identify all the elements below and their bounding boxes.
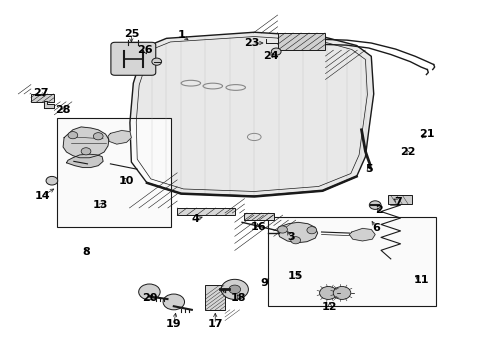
- Circle shape: [368, 201, 380, 210]
- Text: 22: 22: [399, 147, 415, 157]
- Text: 23: 23: [244, 38, 260, 48]
- Text: 26: 26: [137, 45, 152, 55]
- Polygon shape: [43, 101, 54, 108]
- Text: 17: 17: [207, 319, 223, 329]
- Circle shape: [271, 48, 281, 55]
- Circle shape: [290, 237, 300, 244]
- Text: 19: 19: [165, 319, 181, 329]
- Text: 16: 16: [250, 222, 265, 232]
- Text: 24: 24: [263, 51, 279, 61]
- Text: 21: 21: [419, 129, 434, 139]
- Text: 4: 4: [191, 215, 199, 224]
- Circle shape: [93, 133, 103, 140]
- Bar: [387, 195, 411, 204]
- Bar: [177, 208, 234, 215]
- Text: 13: 13: [93, 200, 108, 210]
- Polygon shape: [130, 32, 373, 196]
- Bar: [57, 118, 171, 227]
- Text: 18: 18: [230, 293, 246, 303]
- Text: 5: 5: [364, 164, 372, 174]
- Circle shape: [81, 148, 91, 155]
- Polygon shape: [108, 131, 131, 144]
- Polygon shape: [63, 127, 109, 158]
- Text: 12: 12: [322, 302, 337, 312]
- Text: 7: 7: [393, 197, 401, 207]
- Circle shape: [228, 285, 240, 294]
- Polygon shape: [348, 228, 374, 241]
- Circle shape: [332, 287, 350, 300]
- Text: 8: 8: [82, 247, 90, 257]
- Text: 11: 11: [412, 275, 428, 285]
- Bar: [244, 213, 273, 220]
- Text: 9: 9: [260, 278, 267, 288]
- Bar: [31, 94, 54, 102]
- Circle shape: [319, 287, 336, 300]
- Text: 10: 10: [119, 176, 134, 186]
- Text: 27: 27: [33, 88, 48, 98]
- Circle shape: [139, 284, 160, 300]
- Text: 28: 28: [55, 105, 71, 115]
- Text: 15: 15: [287, 271, 303, 281]
- Bar: [205, 285, 224, 310]
- Bar: [267, 217, 435, 306]
- Circle shape: [306, 226, 316, 234]
- FancyBboxPatch shape: [111, 42, 156, 75]
- Text: 6: 6: [371, 224, 379, 233]
- Text: 25: 25: [123, 29, 139, 39]
- Circle shape: [152, 58, 161, 65]
- Circle shape: [277, 226, 287, 233]
- Text: 3: 3: [286, 232, 294, 242]
- Polygon shape: [66, 154, 103, 167]
- Circle shape: [163, 294, 184, 310]
- Text: 2: 2: [374, 206, 382, 216]
- Text: 14: 14: [34, 191, 50, 201]
- Circle shape: [46, 176, 58, 185]
- Bar: [277, 33, 325, 50]
- Text: 20: 20: [142, 293, 157, 303]
- Polygon shape: [277, 222, 317, 243]
- Circle shape: [221, 279, 248, 300]
- Circle shape: [68, 132, 78, 139]
- Text: 1: 1: [177, 30, 184, 40]
